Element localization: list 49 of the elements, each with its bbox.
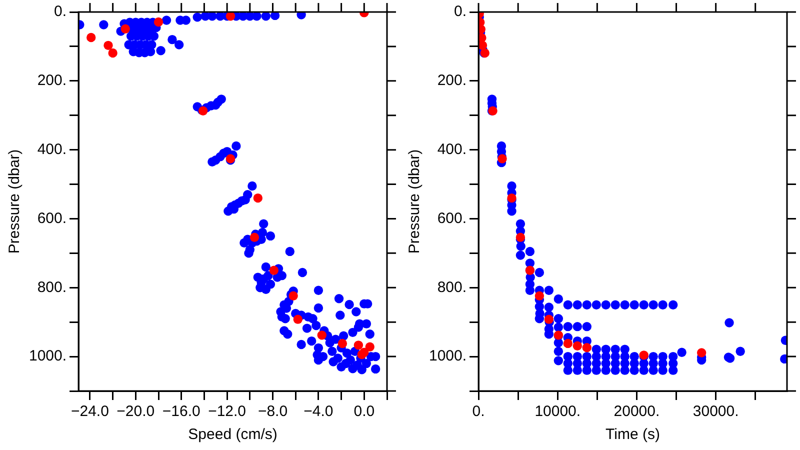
point [226, 12, 236, 21]
y-tick-label: 200. [437, 72, 467, 90]
x-tick-label: −12.0 [208, 403, 246, 420]
point [582, 342, 592, 352]
point [696, 348, 706, 358]
y-tick-label: 800. [37, 278, 67, 296]
x-tick-label: 10000. [534, 403, 581, 420]
y-axis-title: Pressure (dbar) [6, 149, 24, 254]
x-tick-label: −16.0 [162, 403, 200, 420]
x-axis-title: Speed (cm/s) [188, 426, 278, 444]
point [572, 341, 582, 350]
x-tick-label: −20.0 [116, 403, 155, 420]
y-tick-label: 600. [437, 210, 467, 227]
y-tick-label: 0. [54, 3, 67, 20]
point [365, 342, 374, 352]
point [120, 24, 130, 34]
y-tick-label: 0. [454, 3, 467, 20]
point [544, 314, 554, 324]
x-tick-label: 30000. [692, 403, 739, 420]
point [253, 193, 263, 203]
x-tick-label: 0.0 [354, 403, 375, 420]
x-tick-label: −4.0 [304, 403, 334, 420]
y-tick-label: 400. [437, 140, 467, 158]
y-tick-label: 1000. [28, 348, 67, 365]
y-axis-title: Pressure (dbar) [406, 149, 424, 254]
point [338, 338, 348, 348]
point [288, 291, 298, 301]
point [534, 291, 544, 301]
y-tick-label: 600. [37, 210, 67, 227]
point [317, 330, 326, 340]
y-tick-label: 200. [37, 72, 67, 90]
x-tick-label: −8.0 [258, 403, 288, 420]
point [86, 32, 96, 42]
y-tick-label: 400. [37, 140, 67, 158]
point [154, 17, 164, 27]
point [104, 40, 113, 50]
x-tick-label: −24.0 [70, 403, 109, 420]
point [293, 314, 302, 324]
point [108, 48, 118, 58]
point [563, 338, 573, 348]
point [269, 266, 278, 276]
y-tick-label: 800. [437, 278, 467, 296]
x-axis-title: Time (s) [606, 426, 660, 444]
y-tick-label: 1000. [428, 348, 467, 365]
point [360, 348, 369, 358]
point [354, 340, 364, 350]
point [250, 232, 260, 242]
x-tick-label: 20000. [614, 403, 660, 420]
x-tick-label: 0. [472, 403, 485, 420]
